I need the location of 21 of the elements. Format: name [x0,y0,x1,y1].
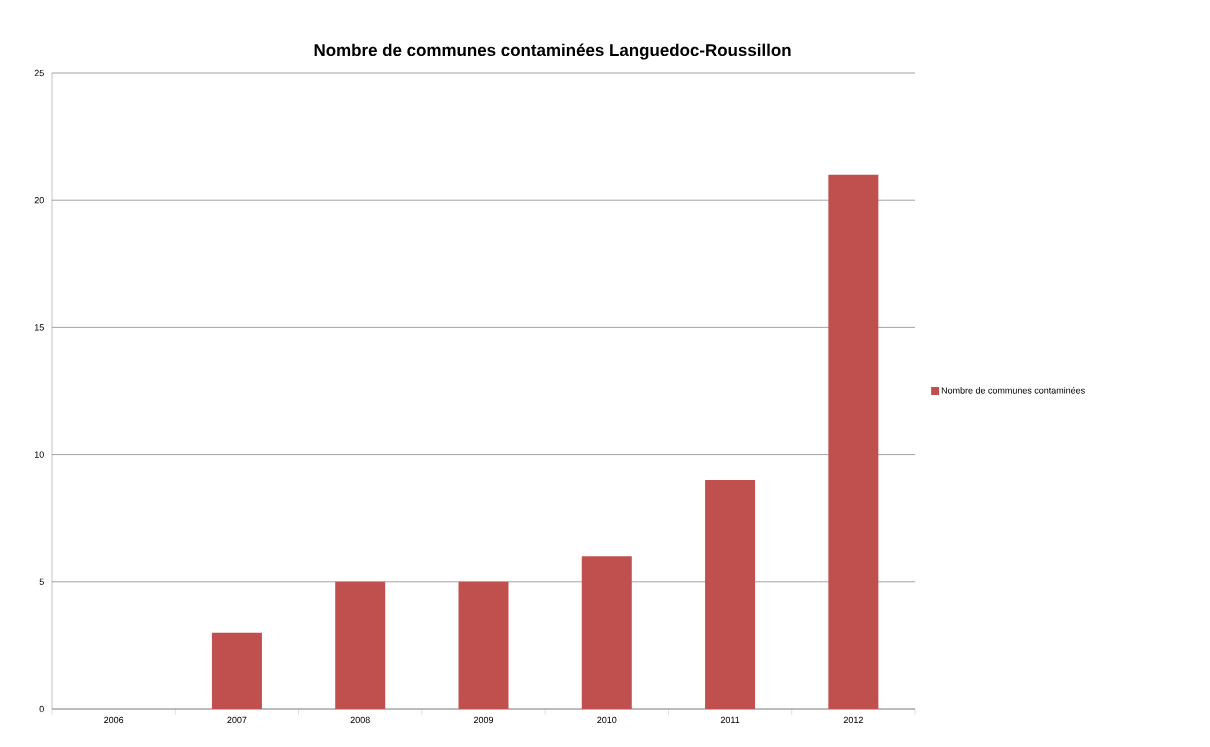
y-tick-label: 10 [34,451,44,458]
x-tick-label: 2010 [597,716,617,724]
y-tick-label: 15 [34,324,44,331]
bar [705,480,756,709]
x-tick-label: 2009 [473,716,494,724]
y-tick-label: 20 [34,197,44,204]
bar [458,581,509,709]
bar [335,581,386,709]
bar [828,174,879,709]
x-tick-label: 2011 [720,716,740,724]
x-tick-label: 2006 [104,716,124,724]
legend-label: Nombre de communes contaminées [941,386,1085,394]
x-tick-label: 2008 [350,716,370,724]
chart-title: Nombre de communes contaminées Languedoc-Roussillon [314,43,791,60]
x-tick-label: 2012 [843,716,863,724]
y-tick-label: 25 [34,69,44,77]
bar [581,556,632,709]
y-tick-label: 5 [39,578,44,585]
y-tick-label: 0 [39,705,44,713]
x-tick-label: 2007 [227,716,247,724]
bar [211,632,262,709]
